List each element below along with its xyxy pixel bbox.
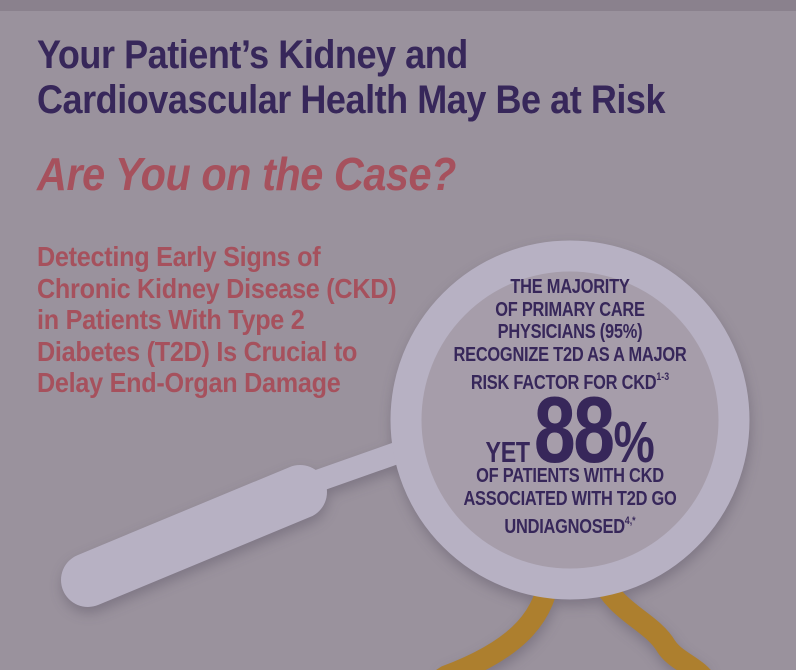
- intro-line: Delay End-Organ Damage: [37, 367, 341, 398]
- top-edge-strip: [0, 0, 796, 11]
- tagline: Are You on the Case?: [37, 148, 456, 200]
- title-line-1: Your Patient’s Kidney and: [37, 33, 468, 77]
- stat-line: THE MAJORITY: [510, 275, 630, 298]
- intro-line: Diabetes (T2D) Is Crucial to: [37, 335, 358, 367]
- reference-superscript: 1-3: [656, 371, 670, 384]
- intro-line: Detecting Early Signs of: [37, 241, 321, 272]
- magnifier-handle: [61, 465, 327, 607]
- lens-statistic: THE MAJORITY OF PRIMARY CARE PHYSICIANS …: [402, 275, 738, 539]
- stat-line: OF PRIMARY CARE: [495, 297, 645, 321]
- intro-line: Chronic Kidney Disease (CKD): [37, 272, 397, 304]
- stat-line: ASSOCIATED WITH T2D GO: [463, 486, 677, 510]
- title-line-2: Cardiovascular Health May Be at Risk: [37, 78, 666, 122]
- stat-line: PHYSICIANS (95%): [497, 320, 643, 344]
- stat-number-88: 88: [533, 376, 615, 482]
- undiagnosed-text: UNDIAGNOSED: [504, 515, 625, 539]
- stat-line-undiagnosed: UNDIAGNOSED4,*: [402, 510, 738, 539]
- percent-sign: %: [613, 409, 655, 475]
- stat-line: OF PATIENTS WITH CKD: [476, 463, 664, 487]
- intro-line: in Patients With Type 2: [37, 304, 305, 335]
- risk-line-text: RISK FACTOR FOR CKD: [470, 371, 657, 395]
- intro-copy: Detecting Early Signs of Chronic Kidney …: [37, 241, 397, 399]
- stat-88-row: YET 88 %: [402, 376, 738, 482]
- stethoscope-tube-right: [591, 573, 711, 670]
- stat-line: RECOGNIZE T2D AS A MAJOR: [453, 342, 687, 366]
- page-title: Your Patient’s Kidney and Cardiovascular…: [37, 33, 666, 123]
- yet-label: YET: [485, 436, 530, 469]
- magnifier-lens: [390, 240, 750, 600]
- stat-line-risk: RISK FACTOR FOR CKD1-3: [402, 366, 738, 395]
- reference-superscript: 4,*: [624, 515, 636, 528]
